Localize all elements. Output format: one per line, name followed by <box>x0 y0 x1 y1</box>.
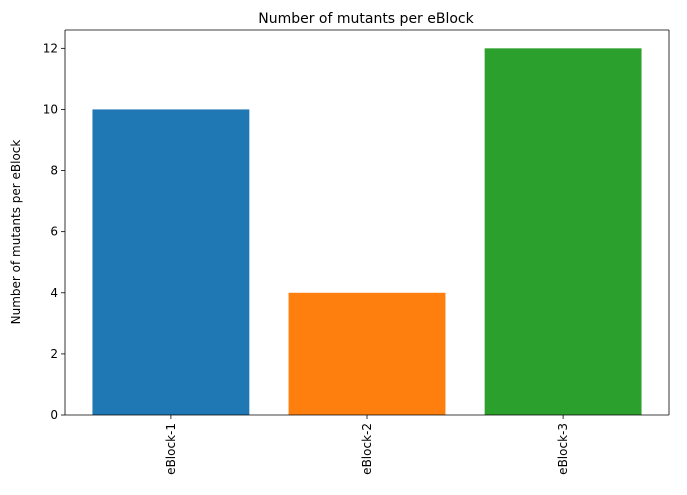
bar-eblock-2 <box>288 292 446 415</box>
x-tick-label: eBlock-1 <box>164 423 178 475</box>
x-tick-label: eBlock-3 <box>556 423 570 475</box>
y-tick-label: 2 <box>50 347 58 361</box>
y-tick-label: 8 <box>50 164 58 178</box>
x-tick-label: eBlock-2 <box>360 423 374 475</box>
axes-group: 0 2 4 6 8 10 12 eBlock-1 eBlock-2 eBlock-3 <box>43 29 670 475</box>
bars-group <box>92 48 642 415</box>
chart-title: Number of mutants per eBlock <box>258 11 474 27</box>
y-axis-label: Number of mutants per eBlock <box>9 140 23 325</box>
bar-eblock-3 <box>484 48 642 415</box>
y-tick-label: 6 <box>50 225 58 239</box>
y-tick-label: 12 <box>43 41 58 55</box>
y-tick-label: 10 <box>43 102 58 116</box>
y-tick-label: 0 <box>50 408 58 422</box>
y-tick-label: 4 <box>50 286 58 300</box>
bar-eblock-1 <box>92 109 250 415</box>
